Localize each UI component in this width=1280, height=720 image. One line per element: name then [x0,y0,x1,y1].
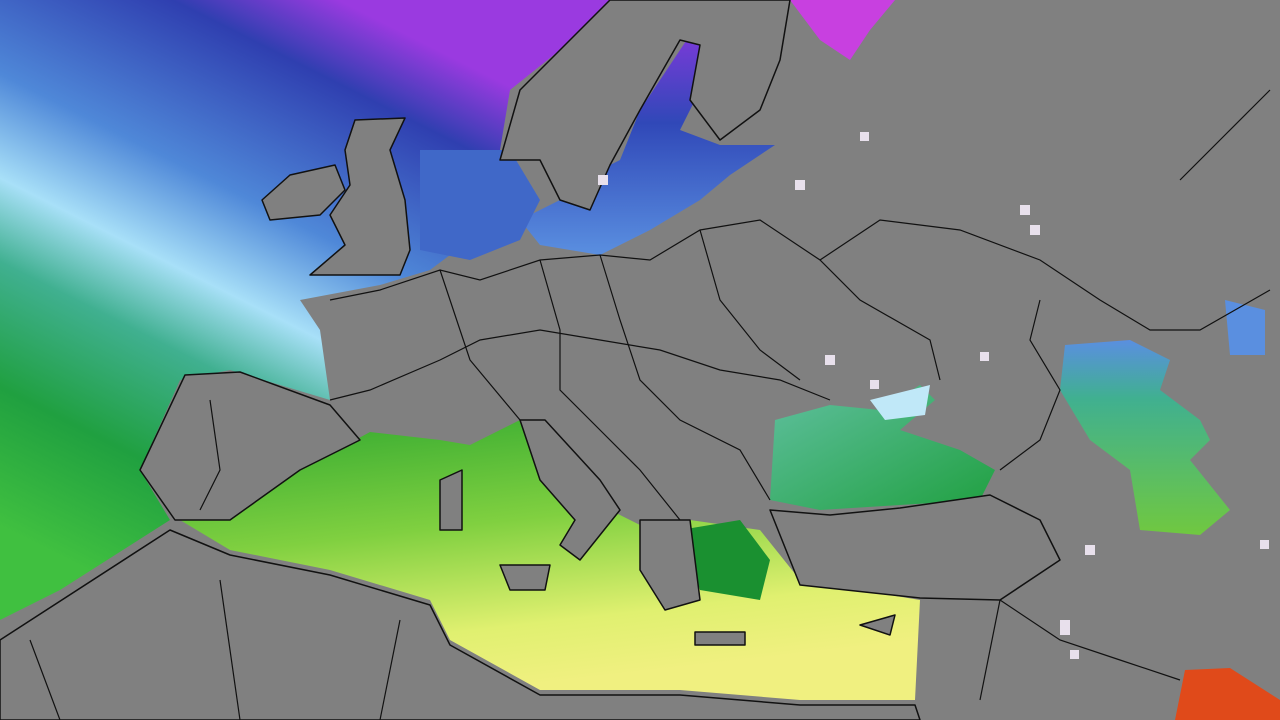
anatolia [769,494,1061,601]
caspian-sea [1060,340,1230,535]
scandinavia [499,0,791,211]
aral-sea [1225,300,1265,355]
ireland [261,164,346,221]
mediterranean-sea [180,420,920,700]
cyprus [859,614,896,636]
sardinia [439,469,463,531]
sea-of-azov [870,385,930,420]
missing-data-pixels [598,132,1269,659]
iberia [139,371,361,521]
sicily [499,564,551,591]
country-borders [29,89,1271,720]
black-sea [770,385,995,510]
crete [694,631,746,646]
persian-gulf-area [1175,668,1280,720]
aegean-sea [680,520,770,600]
greece [639,519,701,611]
white-sea [790,0,895,60]
north-africa [0,529,921,720]
italy [519,419,621,561]
great-britain [309,117,411,276]
north-sea [420,150,540,260]
